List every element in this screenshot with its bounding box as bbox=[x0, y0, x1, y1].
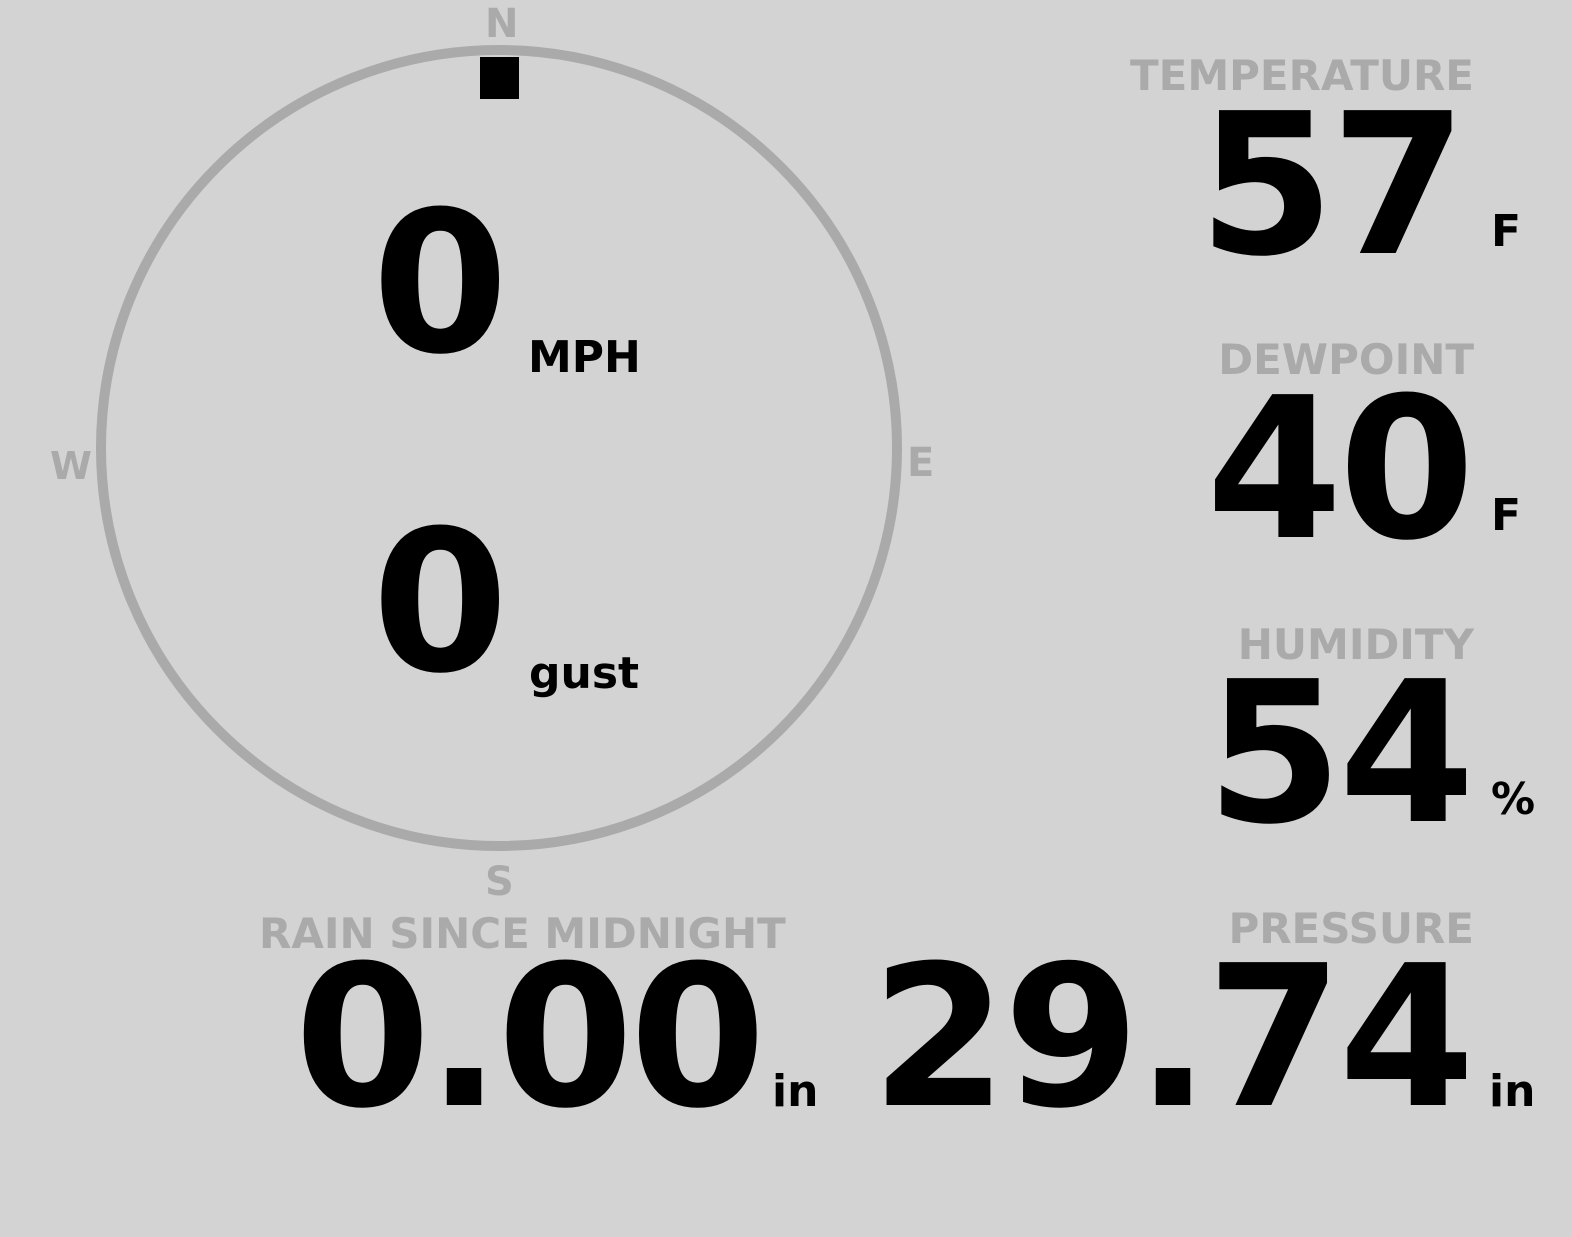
compass-ring bbox=[96, 45, 902, 851]
humidity-label: HUMIDITY bbox=[1237, 620, 1474, 669]
wind-direction-marker bbox=[480, 57, 519, 99]
wind-gust-value: 0 bbox=[372, 489, 508, 717]
humidity-unit: % bbox=[1491, 774, 1536, 825]
compass-east-label: E bbox=[907, 440, 935, 486]
pressure-value: 29.74 bbox=[871, 924, 1475, 1152]
pressure-label: PRESSURE bbox=[1228, 904, 1474, 953]
wind-gust-unit: gust bbox=[529, 648, 640, 699]
temperature-label: TEMPERATURE bbox=[1130, 51, 1474, 100]
wind-speed-value: 0 bbox=[372, 170, 508, 398]
wind-speed-unit: MPH bbox=[528, 332, 641, 383]
compass-south-label: S bbox=[485, 859, 514, 905]
wind-compass bbox=[96, 45, 902, 851]
humidity-value: 54 bbox=[1206, 640, 1475, 868]
dewpoint-value: 40 bbox=[1206, 356, 1475, 584]
temperature-unit: F bbox=[1491, 206, 1522, 257]
dewpoint-label: DEWPOINT bbox=[1218, 335, 1474, 384]
compass-north-label: N bbox=[485, 1, 519, 47]
rain-unit: in bbox=[772, 1066, 819, 1117]
dewpoint-unit: F bbox=[1491, 490, 1522, 541]
rain-label: RAIN SINCE MIDNIGHT bbox=[259, 909, 786, 958]
rain-value: 0.00 bbox=[294, 924, 766, 1152]
compass-west-label: W bbox=[50, 444, 92, 488]
pressure-unit: in bbox=[1489, 1066, 1536, 1117]
temperature-value: 57 bbox=[1198, 72, 1467, 300]
